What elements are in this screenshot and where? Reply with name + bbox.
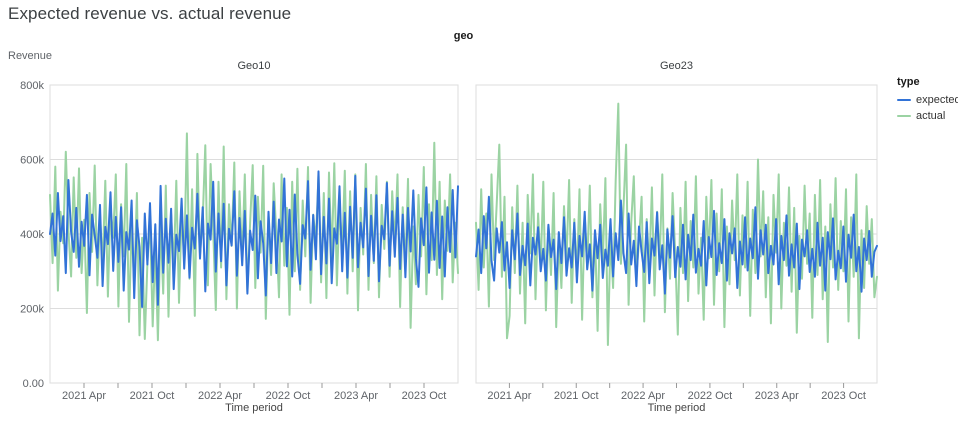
x-tick-label: 2022 Oct <box>266 390 311 402</box>
facet-panel-geo10[interactable]: 2021 Apr 2021 Oct 2022 Apr 2022 Oct 2023 Apr… <box>49 84 459 402</box>
facet-title-geo23: Geo23 <box>659 60 694 72</box>
legend-item-actual[interactable]: actual <box>897 110 958 122</box>
facet-panel-geo23[interactable]: 2021 Apr 2021 Oct 2022 Apr 2022 Oct 2023 Apr… <box>475 84 878 402</box>
x-tick-label: 2023 Oct <box>402 390 447 402</box>
x-tick-label: 2022 Apr <box>198 390 242 402</box>
x-axis-title-geo10: Time period <box>225 402 283 414</box>
geo23-expected-line <box>475 195 878 295</box>
y-tick-label: 600k <box>20 155 44 167</box>
legend-item-expected[interactable]: expected <box>897 94 958 106</box>
facet-title-geo10: Geo10 <box>237 60 271 72</box>
legend-label-expected: expected <box>916 94 958 106</box>
x-tick-label: 2021 Apr <box>62 390 106 402</box>
y-tick-label: 800k <box>20 80 44 92</box>
legend-label-actual: actual <box>916 110 946 122</box>
chart-title: Expected revenue vs. actual revenue <box>8 4 292 23</box>
facet-field-label: geo <box>453 30 474 42</box>
x-tick-label: 2023 Apr <box>334 390 378 402</box>
x-tick-label: 2021 Oct <box>130 390 175 402</box>
x-tick-label: 2021 Apr <box>487 390 531 402</box>
y-tick-label: 0.00 <box>23 378 44 390</box>
legend-swatch-actual <box>897 115 911 117</box>
y-tick-label: 200k <box>20 304 44 316</box>
legend: type expected actual <box>897 76 958 126</box>
x-axis-title-geo23: Time period <box>647 402 706 414</box>
x-tick-label: 2023 Apr <box>755 390 799 402</box>
y-axis-title: Revenue <box>8 50 53 62</box>
x-tick-label: 2023 Oct <box>821 390 866 402</box>
legend-swatch-expected <box>897 99 911 101</box>
geo23-actual-line <box>475 102 878 346</box>
legend-title: type <box>897 76 920 88</box>
y-tick-label: 400k <box>20 229 44 241</box>
geo10-expected-line <box>49 170 459 308</box>
x-tick-label: 2022 Oct <box>688 390 733 402</box>
x-tick-label: 2022 Apr <box>621 390 665 402</box>
x-tick-label: 2021 Oct <box>554 390 599 402</box>
